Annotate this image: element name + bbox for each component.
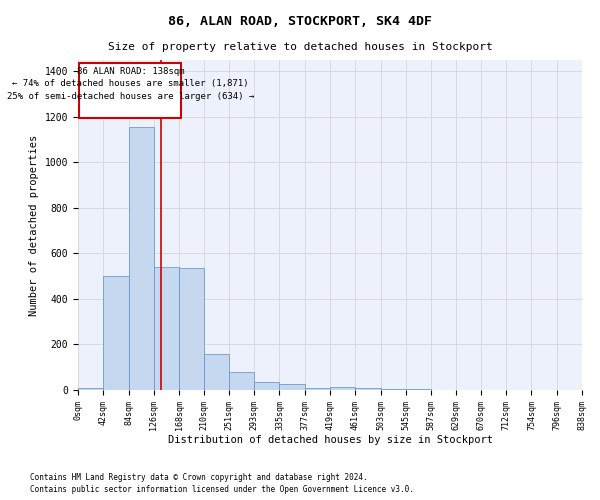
Bar — [154, 267, 179, 390]
Bar — [78, 388, 103, 390]
Bar — [79, 64, 181, 118]
Bar — [179, 268, 205, 390]
Bar — [254, 382, 280, 390]
Text: Contains HM Land Registry data © Crown copyright and database right 2024.: Contains HM Land Registry data © Crown c… — [30, 472, 368, 482]
Bar — [280, 384, 305, 390]
Text: ← 74% of detached houses are smaller (1,871): ← 74% of detached houses are smaller (1,… — [12, 80, 248, 88]
Bar — [205, 354, 229, 390]
Y-axis label: Number of detached properties: Number of detached properties — [29, 134, 39, 316]
Bar — [103, 276, 128, 390]
Bar — [355, 388, 380, 390]
Bar — [128, 127, 154, 390]
Bar — [229, 372, 254, 390]
Text: 86 ALAN ROAD: 138sqm: 86 ALAN ROAD: 138sqm — [77, 67, 184, 76]
Bar — [330, 386, 355, 390]
Text: Contains public sector information licensed under the Open Government Licence v3: Contains public sector information licen… — [30, 485, 414, 494]
Bar — [380, 389, 406, 390]
Text: Size of property relative to detached houses in Stockport: Size of property relative to detached ho… — [107, 42, 493, 52]
X-axis label: Distribution of detached houses by size in Stockport: Distribution of detached houses by size … — [167, 436, 493, 446]
Bar — [305, 388, 330, 390]
Text: 25% of semi-detached houses are larger (634) →: 25% of semi-detached houses are larger (… — [7, 92, 254, 101]
Text: 86, ALAN ROAD, STOCKPORT, SK4 4DF: 86, ALAN ROAD, STOCKPORT, SK4 4DF — [168, 15, 432, 28]
